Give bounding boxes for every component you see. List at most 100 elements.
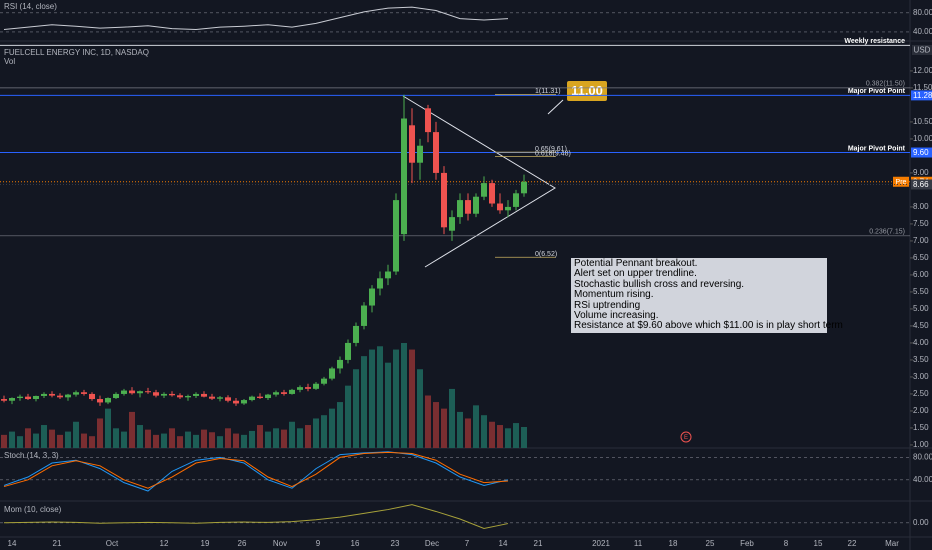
volume-bar xyxy=(417,369,423,448)
candle-body xyxy=(177,395,183,398)
candle-body xyxy=(97,399,103,403)
candle-body xyxy=(33,395,39,400)
volume-bar xyxy=(185,431,191,448)
x-tick-label: 9 xyxy=(316,539,321,548)
volume-bar xyxy=(49,429,55,448)
candle-body xyxy=(209,396,215,399)
x-tick-label: 7 xyxy=(465,539,470,548)
level-tag-label: 11.28 xyxy=(913,91,932,100)
candle-body xyxy=(57,395,63,398)
candle-body xyxy=(481,183,487,197)
candle-body xyxy=(473,196,479,214)
volume-bar xyxy=(305,425,311,448)
x-tick-label: 14 xyxy=(499,539,508,548)
candle-body xyxy=(81,392,87,394)
candle-body xyxy=(73,392,79,395)
x-tick-label: 14 xyxy=(8,539,17,548)
candle-body xyxy=(241,400,247,404)
indicator-line xyxy=(3,451,509,489)
volume-bar xyxy=(41,425,47,448)
vol-title: Vol xyxy=(4,57,15,66)
candle-body xyxy=(345,342,351,360)
currency-label: USD xyxy=(914,46,931,55)
candle-body xyxy=(489,183,495,204)
candle-body xyxy=(457,200,463,218)
fib-label: 0.618(9.48) xyxy=(535,150,571,157)
level-tag-label: 9.60 xyxy=(913,148,929,157)
volume-bar xyxy=(169,428,175,448)
candle-body xyxy=(353,325,359,343)
x-tick-label: 26 xyxy=(238,539,247,548)
x-tick-label: 21 xyxy=(534,539,543,548)
candle-body xyxy=(249,396,255,401)
volume-bar xyxy=(145,429,151,448)
candle-body xyxy=(513,193,519,207)
volume-bar xyxy=(241,434,247,448)
currency-tag xyxy=(912,45,932,55)
earnings-marker-text: E xyxy=(684,435,688,441)
candle-body xyxy=(153,392,159,396)
candle-body xyxy=(257,396,263,399)
volume-bar xyxy=(337,402,343,448)
volume-bar xyxy=(161,433,167,448)
stoch-title: Stoch (14, 3, 3) xyxy=(4,451,59,460)
candle-body xyxy=(225,397,231,401)
candle-body xyxy=(393,200,399,272)
candle-body xyxy=(313,383,319,389)
candle-body xyxy=(9,398,15,401)
earnings-marker xyxy=(680,431,692,443)
y-tick-label: 10.00 xyxy=(913,134,932,143)
session-label: Pre xyxy=(896,179,907,186)
volume-bar xyxy=(193,434,199,448)
volume-bar xyxy=(153,434,159,448)
candle-body xyxy=(193,393,199,396)
session-tag xyxy=(893,176,909,187)
volume-bar xyxy=(289,421,295,448)
note-line: Potential Pennant breakout. xyxy=(574,258,698,269)
x-tick-label: 21 xyxy=(53,539,62,548)
candle-body xyxy=(169,393,175,396)
y-tick-label: 2.50 xyxy=(913,389,929,398)
volume-bar xyxy=(449,388,455,448)
y-tick-label: 9.00 xyxy=(913,168,929,177)
candle-body xyxy=(433,132,439,173)
volume-bar xyxy=(209,432,215,448)
indicator-tick-label: 0.00 xyxy=(913,518,929,527)
volume-bar xyxy=(481,415,487,448)
candle-body xyxy=(65,394,71,398)
candle-body xyxy=(337,359,343,369)
volume-bar xyxy=(225,428,231,448)
volume-bar xyxy=(9,431,15,448)
candle-body xyxy=(145,391,151,393)
volume-bar xyxy=(377,346,383,448)
volume-bar xyxy=(465,418,471,448)
volume-bar xyxy=(361,356,367,448)
y-tick-label: 5.00 xyxy=(913,304,929,313)
volume-bar xyxy=(345,385,351,448)
volume-bar xyxy=(353,369,359,448)
candle-body xyxy=(49,393,55,396)
x-tick-label: 19 xyxy=(201,539,210,548)
y-tick-label: 4.50 xyxy=(913,321,929,330)
volume-bar xyxy=(33,433,39,448)
note-line: Alert set on upper trendline. xyxy=(574,268,697,280)
volume-bar xyxy=(249,430,255,448)
candle-body xyxy=(89,393,95,400)
indicator-line xyxy=(3,504,509,530)
y-tick-label: 1.50 xyxy=(913,423,929,432)
volume-bar xyxy=(121,431,127,448)
volume-bar xyxy=(89,436,95,448)
volume-bar xyxy=(137,425,143,448)
volume-bar xyxy=(497,425,503,448)
annotation-note: Potential Pennant breakout. Alert set on … xyxy=(571,258,843,333)
note-line: Stochastic bullish cross and reversing. xyxy=(574,278,745,290)
x-tick-label: Dec xyxy=(425,539,439,548)
price-tag-label: 8.66 xyxy=(913,180,929,189)
candle-body xyxy=(201,393,207,397)
x-tick-label: 16 xyxy=(351,539,360,548)
candle-body xyxy=(425,108,431,133)
note-line: Momentum rising. xyxy=(574,289,654,301)
volume-bar xyxy=(393,349,399,448)
candle-body xyxy=(185,395,191,398)
